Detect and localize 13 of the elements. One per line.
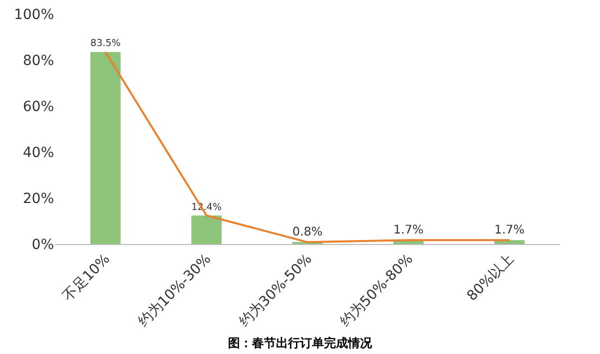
text: 图：春节出行订单完成情况: [228, 336, 373, 350]
y-tick-label: 60%: [22, 98, 54, 115]
y-tick-label: 20%: [22, 190, 54, 207]
bar: [90, 52, 121, 244]
bar: [191, 215, 222, 244]
y-tick-label: 40%: [22, 144, 54, 161]
y-tick-label: 80%: [22, 52, 54, 69]
data-label: 1.7%: [393, 222, 424, 237]
data-label: 83.5%: [90, 38, 121, 50]
data-label: 0.8%: [292, 224, 323, 239]
y-tick-label: 0%: [32, 236, 54, 253]
y-tick-label: 100%: [14, 6, 54, 23]
data-label: 1.7%: [494, 222, 525, 237]
